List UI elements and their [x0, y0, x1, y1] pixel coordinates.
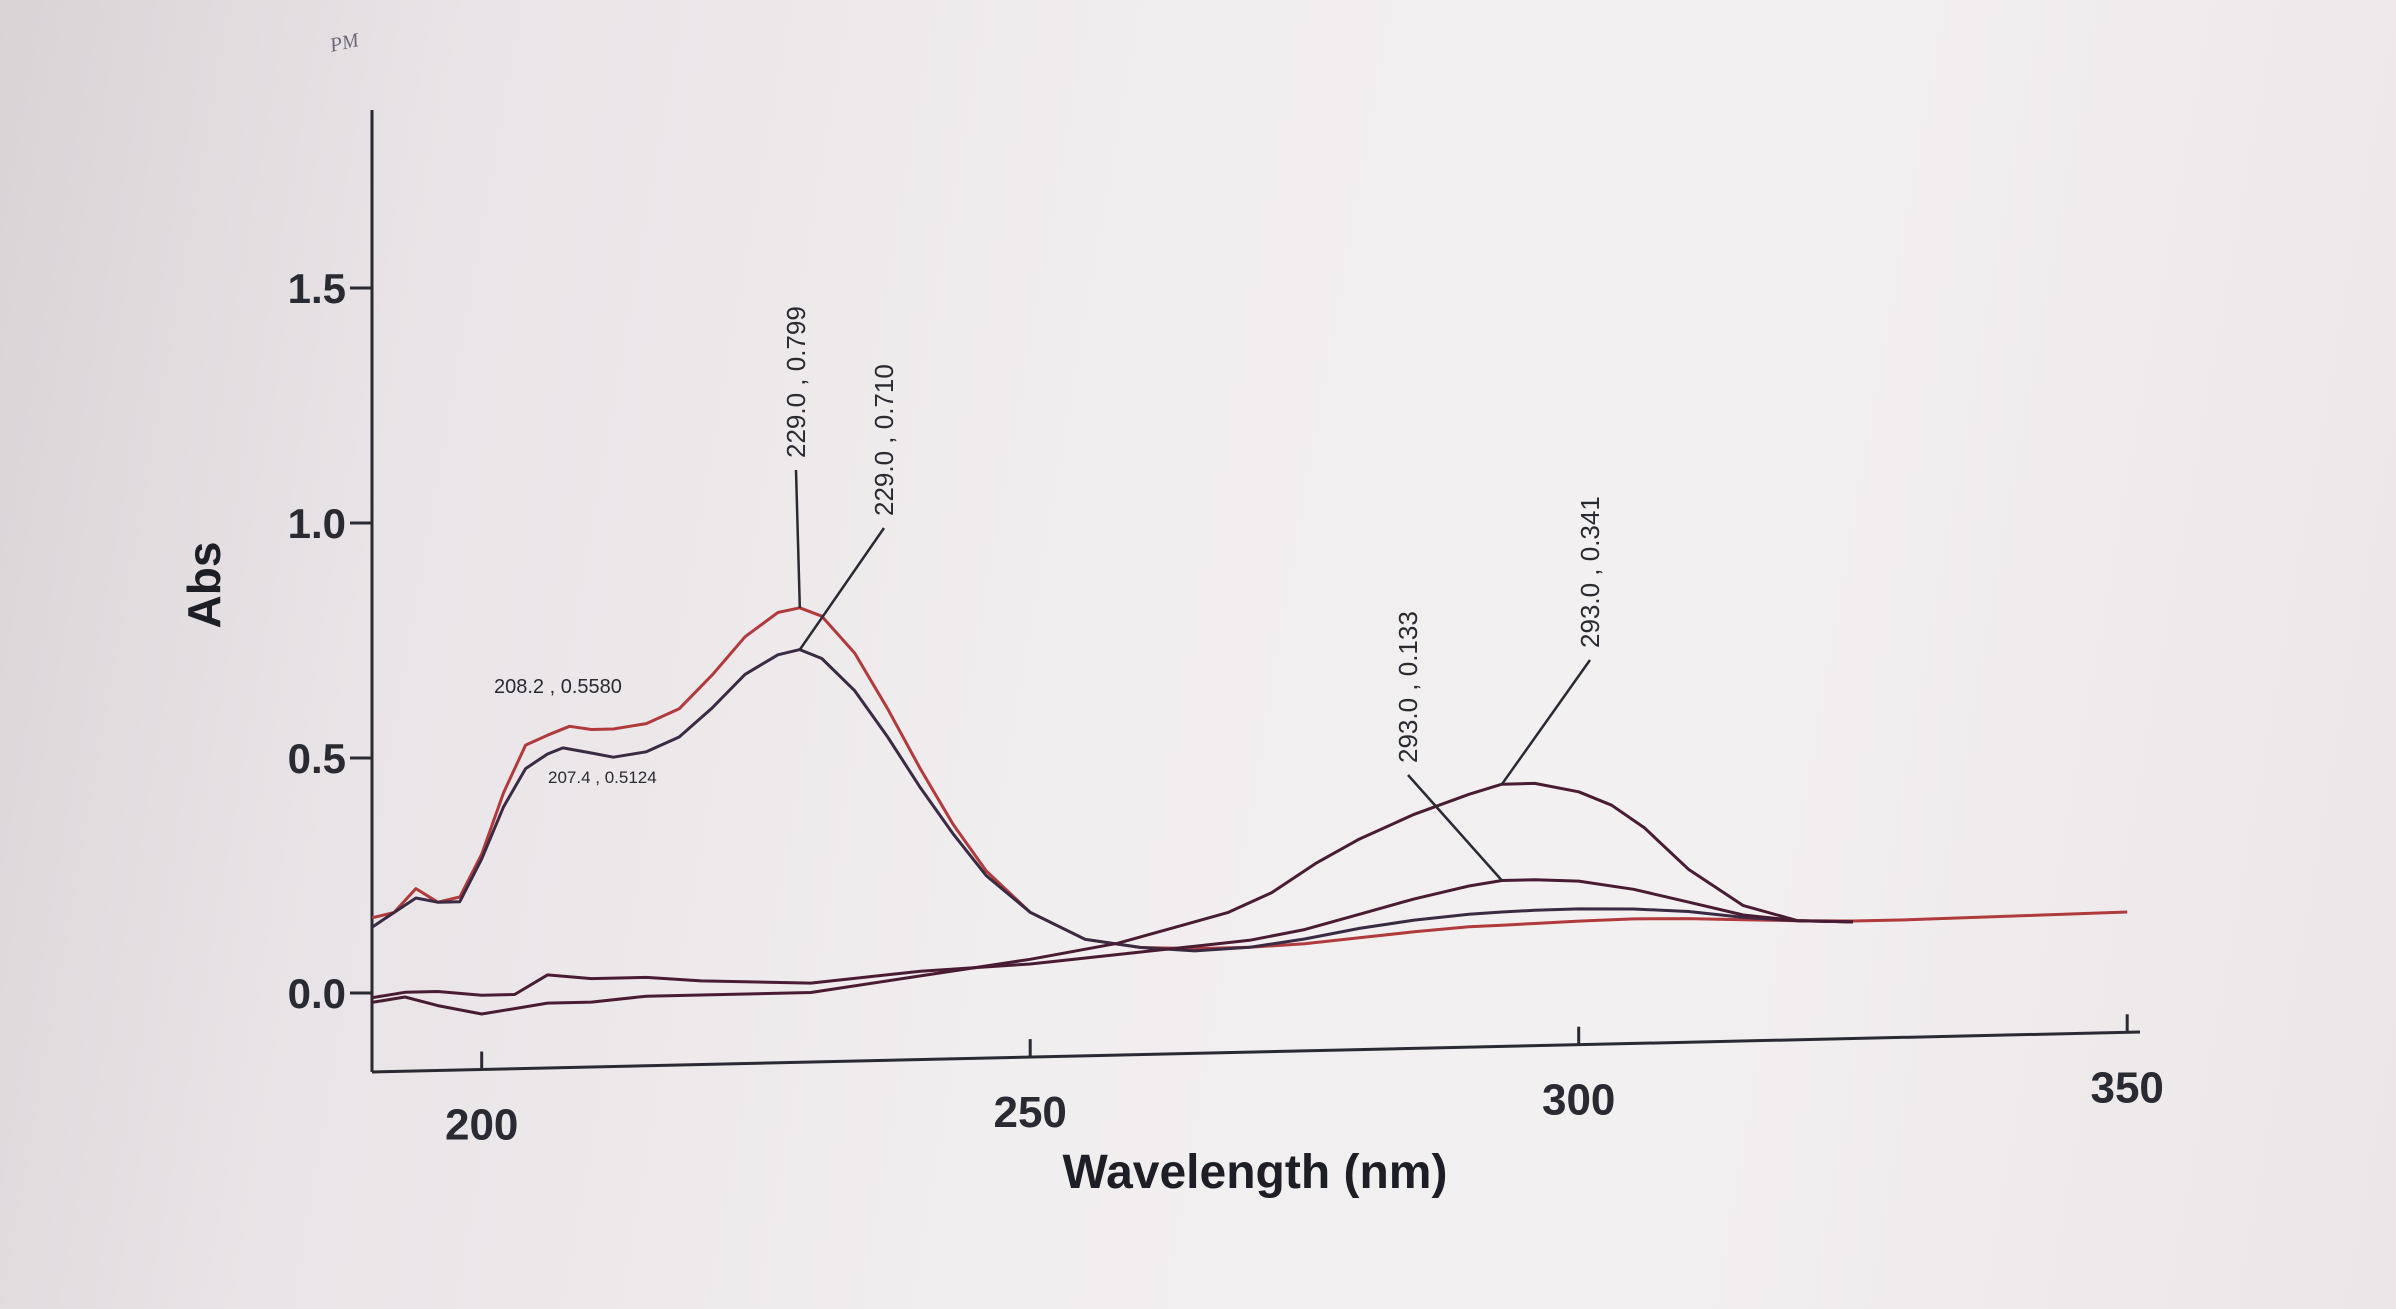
annotation-3-leader: [794, 469, 802, 608]
annotation-5-leader: [1407, 774, 1503, 882]
series-3-line: [371, 878, 1854, 1000]
annotation-3-label: 229.0 , 0.799: [781, 306, 811, 458]
annotation-5-label: 293.0 , 0.133: [1393, 611, 1423, 763]
y-tick-label-1.5: 1.5: [288, 265, 346, 312]
y-axis-title: Abs: [178, 542, 230, 629]
y-tick-label-0.5: 0.5: [288, 735, 346, 782]
annotation-2-label: 207.4 , 0.5124: [548, 768, 657, 787]
x-tick-label-250: 250: [993, 1088, 1066, 1137]
series-1-line: [371, 606, 2128, 951]
series: [371, 606, 2128, 1016]
annotation-6-label: 293.0 , 0.341: [1575, 496, 1605, 648]
annotation-4-leader: [798, 527, 886, 651]
annotation-1-label: 208.2 , 0.5580: [494, 676, 622, 698]
x-axis-title: Wavelength (nm): [1063, 1146, 1448, 1199]
ticks: 200 250 300 350 0.0 0.5 1.0 1.5: [288, 265, 2164, 1150]
x-tick-label-300: 300: [1542, 1076, 1615, 1125]
x-tick-label-200: 200: [445, 1101, 518, 1150]
series-2-line: [371, 648, 1854, 953]
annotation-6-leader: [1500, 659, 1592, 785]
x-tick-label-350: 350: [2090, 1063, 2163, 1112]
axes: [370, 110, 2141, 1074]
y-tick-label-0.0: 0.0: [288, 970, 346, 1017]
annotation-4-label: 229.0 , 0.710: [869, 364, 899, 516]
series-4-line: [371, 781, 1854, 1016]
y-tick-label-1.0: 1.0: [288, 500, 346, 547]
annotations: 208.2 , 0.5580 207.4 , 0.5124 229.0 , 0.79…: [494, 306, 1605, 882]
x-axis-line: [371, 1030, 2141, 1074]
